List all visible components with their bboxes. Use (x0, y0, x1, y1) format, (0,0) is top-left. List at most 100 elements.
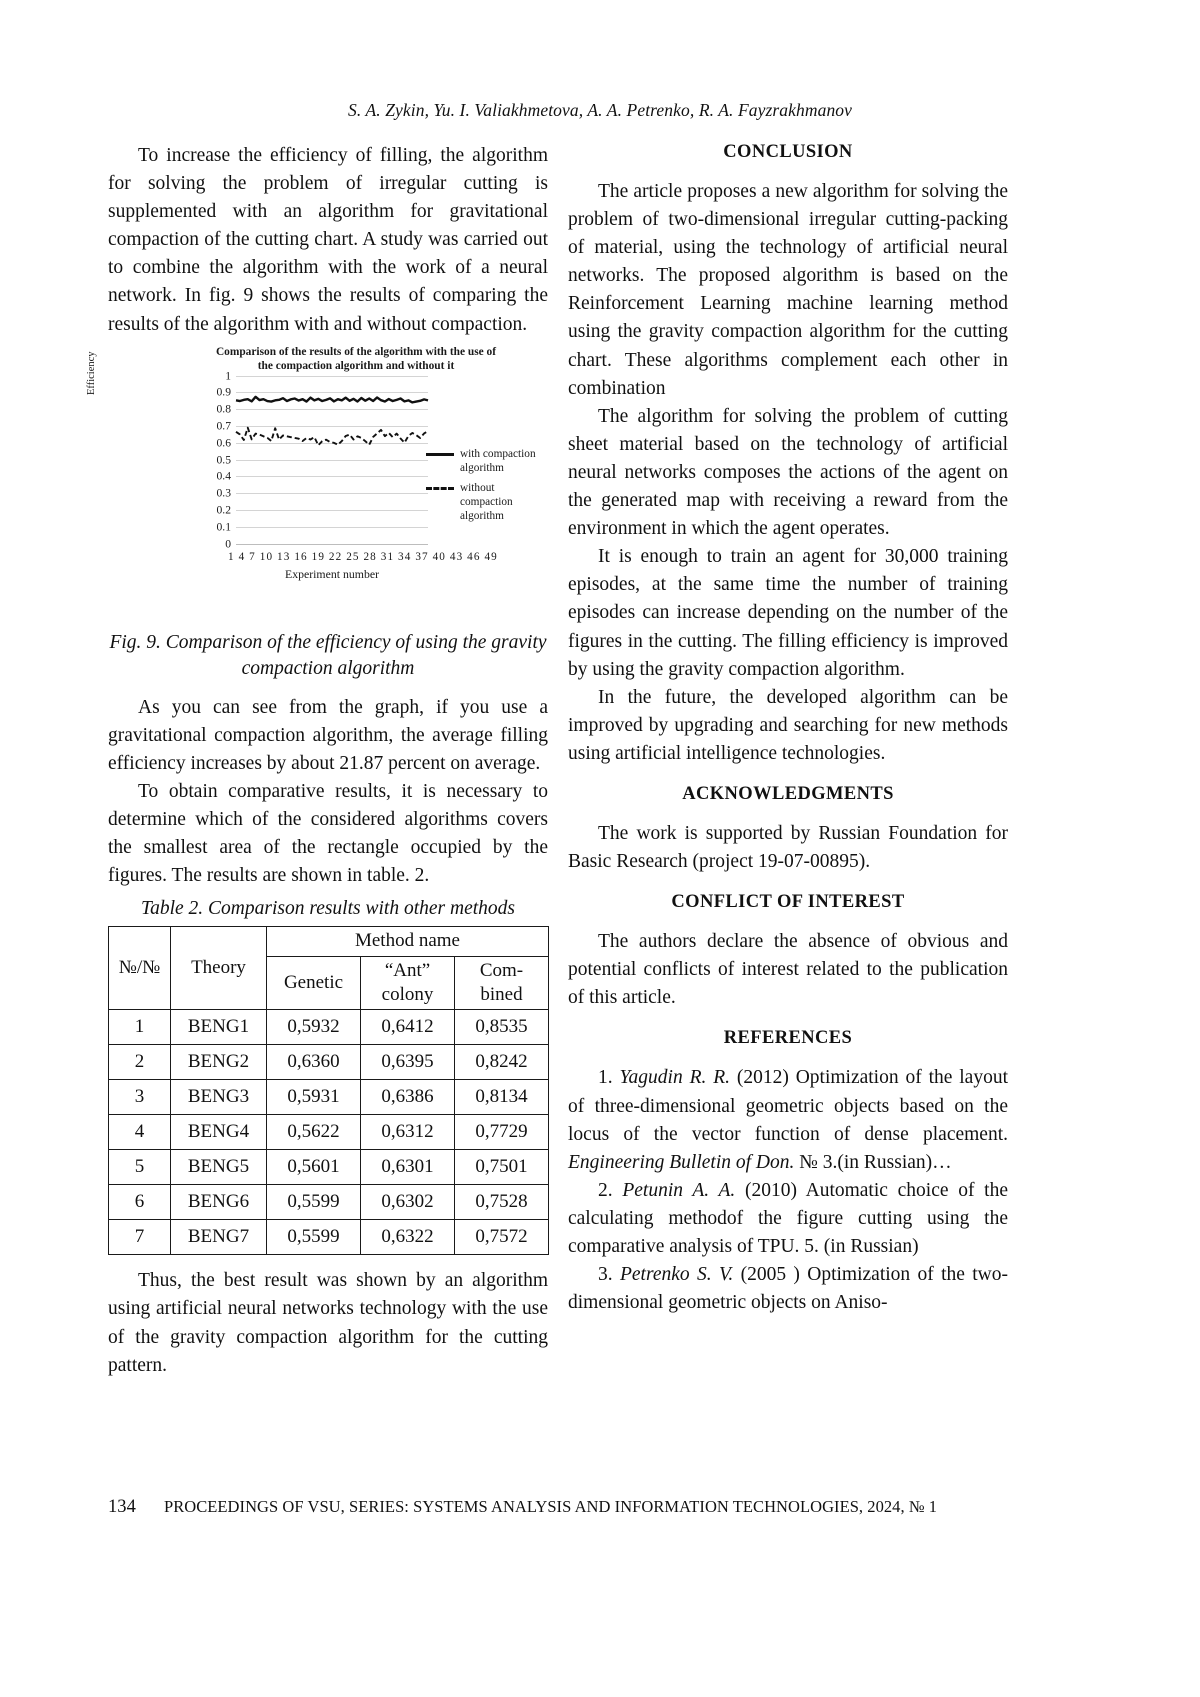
y-axis-tick-label: 1 (225, 369, 231, 383)
column-header-method-name: Method name (266, 926, 549, 957)
cell-combined: 0,8242 (454, 1044, 549, 1081)
table-row: 1 BENG1 0,5932 0,6412 0,8535 (108, 1009, 549, 1046)
column-header-number: №/№ (108, 926, 171, 1011)
reference-1-author: Yagudin R. R. (619, 1067, 730, 1089)
combined-label-line2: bined (480, 983, 523, 1005)
column-header-theory: Theory (170, 926, 267, 1011)
running-head: S. A. Zykin, Yu. I. Valiakhmetova, A. A.… (347, 100, 853, 120)
reference-2-author: Petunin A. A. (622, 1179, 736, 1201)
gridline (236, 392, 428, 394)
heading-conflict-of-interest: CONFLICT OF INTEREST (671, 892, 905, 913)
cell-genetic: 0,6360 (266, 1044, 361, 1081)
paragraph-conclusion-1: The article proposes a new algorithm for… (568, 181, 1008, 399)
table-row: 5 BENG5 0,5601 0,6301 0,7501 (108, 1149, 549, 1186)
chart-title: Comparison of the results of the algorit… (196, 345, 516, 374)
cell-genetic: 0,5599 (266, 1184, 361, 1221)
cell-combined: 0,8535 (454, 1009, 549, 1046)
gridline (236, 409, 428, 411)
cell-combined: 0,8134 (454, 1079, 549, 1116)
ant-label-line1: “Ant” (384, 959, 431, 981)
reference-1-journal: Engineering Bulletin of Don. (568, 1151, 795, 1173)
y-axis-tick-label: 0.9 (216, 385, 232, 399)
reference-1-text: (2012) Optimization of the layout of thr… (568, 1067, 1008, 1145)
cell-ant-colony: 0,6322 (360, 1219, 455, 1256)
table-header-row-methods: Genetic “Ant” colony Com- bined (109, 955, 549, 1011)
column-header-ant-colony: “Ant” colony (360, 955, 455, 1011)
series-line-1 (235, 426, 429, 446)
paragraph-conflict-of-interest: The authors declare the absence of obvio… (568, 931, 1008, 1009)
cell-number: 1 (108, 1009, 171, 1046)
paragraph-conclusion-3: It is enough to train an agent for 30,00… (568, 546, 1008, 680)
cell-combined: 0,7572 (454, 1219, 549, 1256)
reference-item-2: 2. Petunin A. A. (2010) Automatic choice… (568, 1177, 1008, 1261)
cell-ant-colony: 0,6302 (360, 1184, 455, 1221)
chart-plot-area: 1 0.9 0.8 0.7 0.6 0.5 0.4 0.3 0.2 0.1 0 (217, 369, 429, 550)
combined-label-line1: Com- (479, 959, 524, 981)
dashed-line-icon (426, 487, 454, 491)
gridline (236, 426, 428, 428)
comparison-results-table: №/№ Theory Method name Genetic “Ant” col… (108, 926, 549, 1256)
chart-title-line2: the compaction algorithm and without it (257, 360, 455, 373)
heading-conclusion: CONCLUSION (723, 142, 853, 162)
page-footer: 134 PROCEEDINGS OF VSU, SERIES: SYSTEMS A… (108, 1497, 1108, 1518)
y-axis-tick-label: 0.8 (216, 402, 232, 416)
gridline (236, 459, 428, 461)
gridline (236, 442, 428, 444)
gridline (236, 510, 428, 512)
page-number: 134 (108, 1497, 136, 1517)
y-axis-tick-label: 0.3 (216, 486, 232, 500)
cell-ant-colony: 0,6312 (360, 1114, 455, 1151)
cell-theory: BENG6 (170, 1184, 267, 1221)
gridline (236, 493, 428, 495)
chart-title-line1: Comparison of the results of the algorit… (215, 345, 497, 358)
cell-theory: BENG7 (170, 1219, 267, 1256)
y-axis-tick-label: 0.2 (216, 503, 232, 517)
cell-genetic: 0,5601 (266, 1149, 361, 1186)
chart-series-lines (235, 395, 429, 446)
cell-number: 3 (108, 1079, 171, 1116)
cell-combined: 0,7501 (454, 1149, 549, 1186)
reference-1-number: 1. (598, 1067, 620, 1089)
table-row: 7 BENG7 0,5599 0,6322 0,7572 (108, 1219, 549, 1256)
chart-legend: with compaction algorithm without compac… (426, 447, 550, 530)
reference-3-text: (2005 ) Optimization of the two-dimensio… (568, 1264, 1009, 1314)
cell-combined: 0,7528 (454, 1184, 549, 1221)
reference-1-tail: № 3.(in Russian)… (794, 1151, 952, 1173)
heading-acknowledgments: ACKNOWLEDGMENTS (682, 783, 894, 804)
column-header-genetic: Genetic (266, 955, 361, 1011)
efficiency-comparison-chart: Comparison of the results of the algorit… (86, 343, 550, 618)
cell-ant-colony: 0,6395 (360, 1044, 455, 1081)
reference-2-number: 2. (598, 1179, 623, 1201)
legend-item-without-compaction: without compaction algorithm (426, 481, 550, 524)
heading-references: REFERENCES (723, 1028, 853, 1049)
cell-number: 5 (108, 1149, 171, 1186)
cell-genetic: 0,5599 (266, 1219, 361, 1256)
gridline (236, 543, 428, 545)
table-row: 6 BENG6 0,5599 0,6302 0,7528 (108, 1184, 549, 1221)
y-axis-tick-label: 0.4 (216, 469, 232, 483)
reference-item-3: 3. Petrenko S. V. (2005 ) Optimization o… (568, 1261, 1008, 1317)
figure-caption: Fig. 9. Comparison of the efficiency of … (109, 631, 547, 679)
footer-journal-line: PROCEEDINGS OF VSU, SERIES: SYSTEMS ANAL… (164, 1497, 938, 1516)
legend-label-without-compaction: without compaction algorithm (460, 482, 513, 523)
paragraph-acknowledgments: The work is supported by Russian Foundat… (568, 822, 1008, 873)
chart-x-axis-ticks: 1 4 7 10 13 16 19 22 25 28 31 34 37 40 4… (228, 550, 498, 563)
right-column: CONCLUSION The article proposes a new al… (568, 142, 1008, 1317)
gridline (236, 526, 428, 528)
gridline (236, 375, 428, 377)
gridline (236, 476, 428, 478)
figure-9: Comparison of the results of the algorit… (86, 343, 550, 682)
solid-line-icon (426, 452, 454, 456)
cell-ant-colony: 0,6386 (360, 1079, 455, 1116)
cell-number: 2 (108, 1044, 171, 1081)
reference-3-author: Petrenko S. V. (619, 1264, 734, 1286)
cell-number: 6 (108, 1184, 171, 1221)
cell-ant-colony: 0,6301 (360, 1149, 455, 1186)
cell-genetic: 0,5932 (266, 1009, 361, 1046)
chart-y-axis-title: Efficiency (86, 351, 97, 395)
cell-theory: BENG1 (170, 1009, 267, 1046)
cell-combined: 0,7729 (454, 1114, 549, 1151)
y-axis-tick-label: 0.6 (216, 436, 232, 450)
two-column-body: To increase the efficiency of filling, t… (86, 142, 1108, 1462)
paragraph-intro: To increase the efficiency of filling, t… (108, 145, 548, 335)
